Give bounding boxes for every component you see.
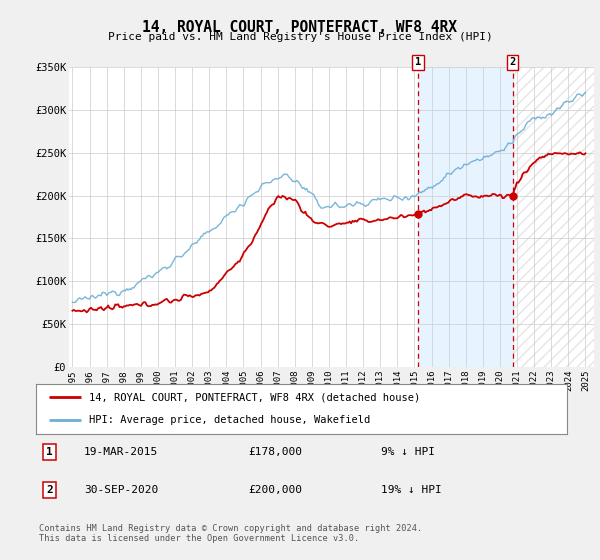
- Text: £200,000: £200,000: [248, 485, 302, 495]
- Text: 1: 1: [415, 57, 421, 67]
- Bar: [513, 67, 594, 367]
- Bar: [418, 67, 513, 367]
- Text: £178,000: £178,000: [248, 447, 302, 457]
- Text: Price paid vs. HM Land Registry's House Price Index (HPI): Price paid vs. HM Land Registry's House …: [107, 32, 493, 43]
- Text: 14, ROYAL COURT, PONTEFRACT, WF8 4RX: 14, ROYAL COURT, PONTEFRACT, WF8 4RX: [143, 20, 458, 35]
- Text: 2: 2: [509, 57, 516, 67]
- Text: 30-SEP-2020: 30-SEP-2020: [84, 485, 158, 495]
- Text: Contains HM Land Registry data © Crown copyright and database right 2024.
This d: Contains HM Land Registry data © Crown c…: [39, 524, 422, 543]
- Text: 19% ↓ HPI: 19% ↓ HPI: [381, 485, 442, 495]
- Text: 19-MAR-2015: 19-MAR-2015: [84, 447, 158, 457]
- Text: 14, ROYAL COURT, PONTEFRACT, WF8 4RX (detached house): 14, ROYAL COURT, PONTEFRACT, WF8 4RX (de…: [89, 392, 421, 402]
- Text: 9% ↓ HPI: 9% ↓ HPI: [381, 447, 435, 457]
- Text: HPI: Average price, detached house, Wakefield: HPI: Average price, detached house, Wake…: [89, 416, 370, 426]
- Text: 2: 2: [46, 485, 53, 495]
- Text: 1: 1: [46, 447, 53, 457]
- Bar: [513, 67, 594, 367]
